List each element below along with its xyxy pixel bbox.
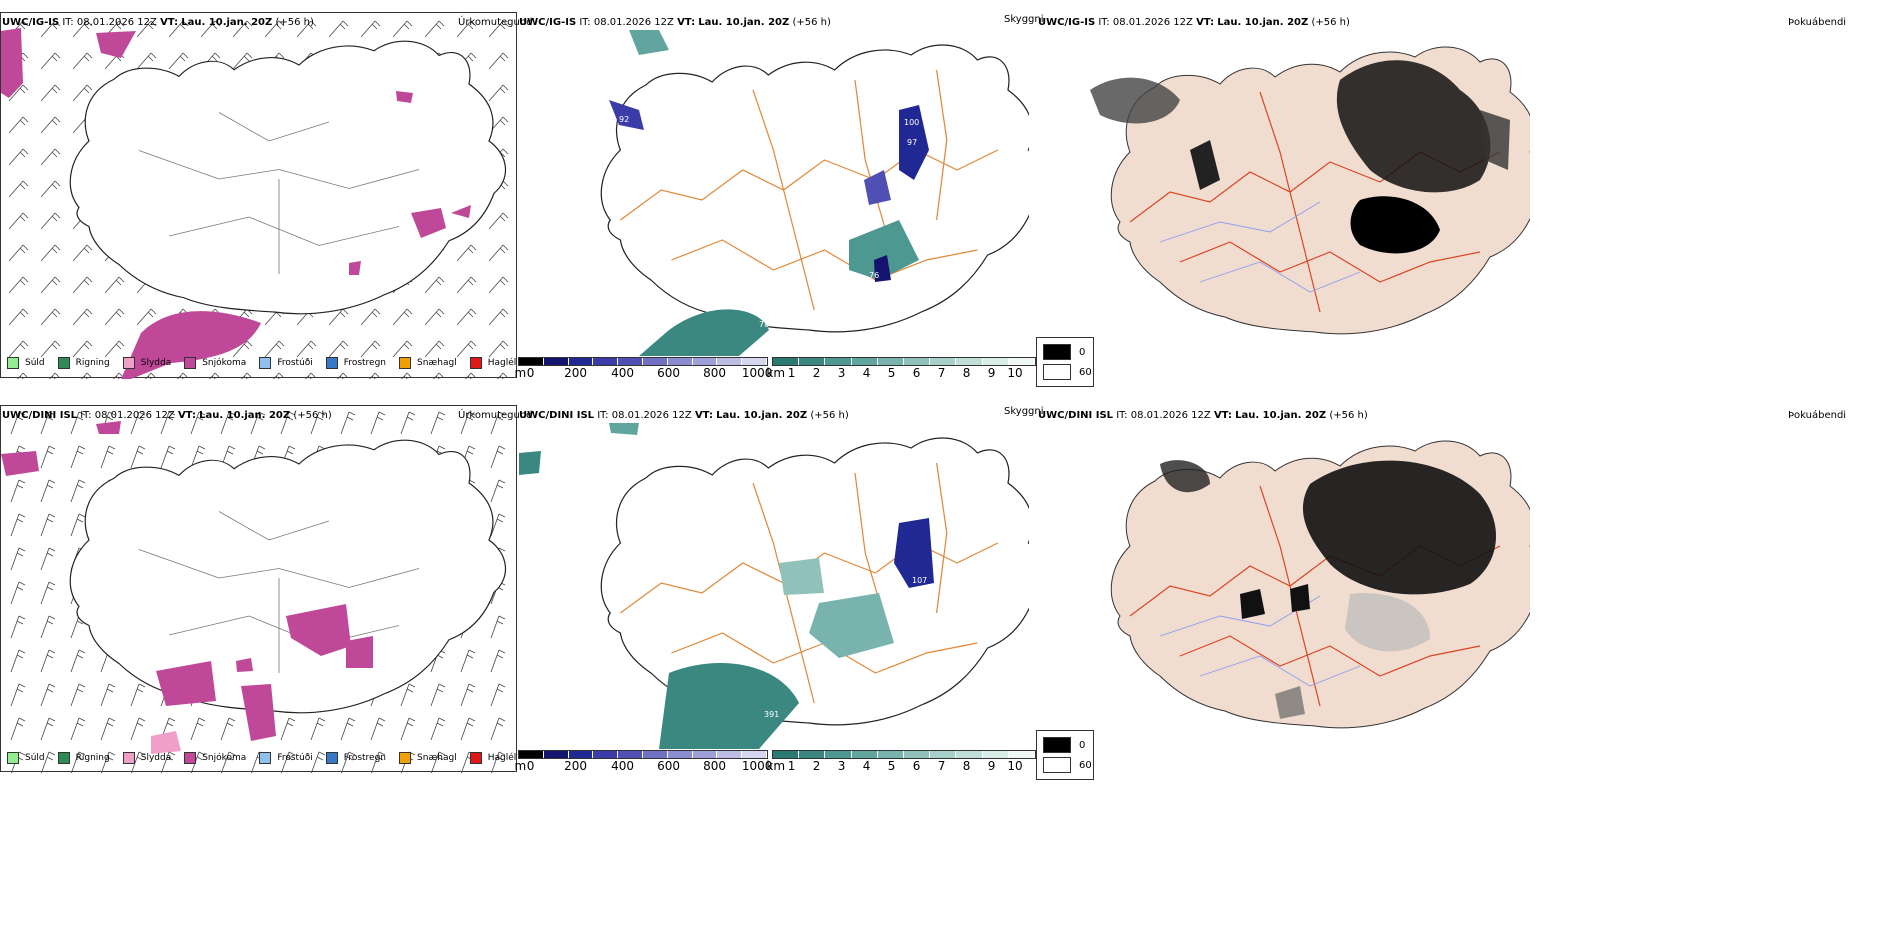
legend-item: Rigning — [57, 752, 110, 764]
tick-label: 5 — [887, 366, 896, 380]
unit-label: km — [766, 759, 786, 773]
tick-label: 6 — [912, 366, 921, 380]
legend-item: Rigning — [57, 357, 110, 369]
header-visibility-top: UWC/IG-IS IT: 08.01.2026 12Z VT: Lau. 10… — [519, 17, 831, 28]
tick-label: 1 — [787, 759, 796, 773]
fog-area — [1302, 460, 1497, 595]
tick-label: 7 — [937, 759, 946, 773]
precip-panel-top: Súld Rigning Slydda Snjókoma Frostúði Fr… — [0, 12, 518, 379]
tick-label: 800 — [703, 366, 727, 380]
fog-map-bottom — [1110, 440, 1530, 729]
legend-item: Frostúði — [259, 357, 313, 369]
unit-label: m — [514, 366, 527, 380]
fog-panel-top — [1060, 30, 1530, 350]
panel-title-precip-bottom: Úrkomutegund — [458, 410, 533, 421]
panel-title-precip-top: Úrkomutegund — [458, 17, 533, 28]
visibility-map-bottom: 107 391 — [519, 423, 1029, 749]
vis-label: 70 — [914, 85, 924, 94]
precip-legend-top: Súld Rigning Slydda Snjókoma Frostúði Fr… — [7, 357, 529, 369]
header-precip-bottom: UWC/DINI ISL IT: 08.01.2026 12Z VT: Lau.… — [2, 410, 332, 421]
visibility-km-colorbar-bottom — [772, 750, 1036, 759]
tick-label: 3 — [837, 366, 846, 380]
precip-map-top — [1, 13, 518, 379]
tick-label: 3 — [837, 759, 846, 773]
panel-title-visibility-top: Skyggni — [1004, 14, 1044, 25]
vis-label: 92 — [619, 115, 629, 124]
header-visibility-bottom: UWC/DINI ISL IT: 08.01.2026 12Z VT: Lau.… — [519, 410, 849, 421]
tick-label: 0 — [526, 759, 535, 773]
legend-item: Súld — [7, 752, 45, 764]
vis-label: 107 — [912, 576, 927, 585]
tick-label: 2 — [812, 366, 821, 380]
unit-label: m — [514, 759, 527, 773]
vis-label: 100 — [904, 118, 919, 127]
unit-label: km — [766, 366, 786, 380]
vis-label: 87 — [924, 223, 934, 232]
tick-label: 7 — [937, 366, 946, 380]
legend-item: Snæhagl — [399, 357, 457, 369]
fog-map-top — [1090, 46, 1530, 335]
precip-map-bottom — [1, 406, 518, 773]
header-fog-top: UWC/IG-IS IT: 08.01.2026 12Z VT: Lau. 10… — [1038, 17, 1350, 28]
tick-label: 5 — [887, 759, 896, 773]
panel-title-visibility-bottom: Skyggni — [1004, 406, 1044, 417]
legend-item: Haglél — [469, 357, 516, 369]
snow-area — [1, 28, 23, 98]
legend-item: Snjókoma — [184, 357, 246, 369]
fog-panel-bottom — [1060, 424, 1530, 744]
fog-legend-bottom: 0 60 — [1036, 730, 1094, 780]
tick-label: 600 — [657, 759, 681, 773]
tick-label: 9 — [987, 759, 996, 773]
fog-area — [1336, 60, 1491, 193]
header-precip-top: UWC/IG-IS IT: 08.01.2026 12Z VT: Lau. 10… — [2, 17, 314, 28]
tick-label: 1000 — [741, 366, 773, 380]
visibility-panel-bottom: 107 391 — [519, 423, 1029, 749]
tick-label: 200 — [564, 759, 588, 773]
legend-item: Snæhagl — [399, 752, 457, 764]
visibility-panel-top: 100 92 97 78 70 76 87 — [519, 30, 1029, 356]
tick-label: 9 — [987, 366, 996, 380]
vis-label: 78 — [759, 320, 769, 329]
tick-label: 10 — [1007, 366, 1023, 380]
tick-label: 1000 — [741, 759, 773, 773]
low-visibility-area — [899, 105, 929, 180]
tick-label: 0 — [526, 366, 535, 380]
precip-panel-bottom: Súld Rigning Slydda Snjókoma Frostúði Fr… — [0, 405, 518, 773]
legend-item: Frostregn — [325, 357, 386, 369]
legend-item: Frostúði — [259, 752, 313, 764]
legend-item: Slydda — [122, 357, 171, 369]
tick-label: 2 — [812, 759, 821, 773]
visibility-m-colorbar-top — [518, 357, 768, 366]
legend-item: Haglél — [469, 752, 516, 764]
fog-legend-top: 0 60 — [1036, 337, 1094, 387]
legend-item: Súld — [7, 357, 45, 369]
tick-label: 400 — [611, 366, 635, 380]
header-fog-bottom: UWC/DINI ISL IT: 08.01.2026 12Z VT: Lau.… — [1038, 410, 1368, 421]
tick-label: 200 — [564, 366, 588, 380]
tick-label: 10 — [1007, 759, 1023, 773]
tick-label: 8 — [962, 759, 971, 773]
vis-label: 76 — [869, 271, 879, 280]
tick-label: 400 — [611, 759, 635, 773]
precip-legend-bottom: Súld Rigning Slydda Snjókoma Frostúði Fr… — [7, 752, 529, 764]
tick-label: 4 — [862, 759, 871, 773]
legend-item: Slydda — [122, 752, 171, 764]
legend-item: Snjókoma — [184, 752, 246, 764]
visibility-m-colorbar-bottom — [518, 750, 768, 759]
panel-title-fog-top: Þokuábendi — [1788, 17, 1847, 28]
legend-item: Frostregn — [325, 752, 386, 764]
visibility-map-top: 100 92 97 78 70 76 87 — [600, 30, 1029, 356]
tick-label: 800 — [703, 759, 727, 773]
vis-label: 391 — [764, 710, 779, 719]
tick-label: 1 — [787, 366, 796, 380]
tick-label: 6 — [912, 759, 921, 773]
visibility-km-colorbar-top — [772, 357, 1036, 366]
tick-label: 4 — [862, 366, 871, 380]
panel-title-fog-bottom: Þokuábendi — [1788, 410, 1847, 421]
vis-label: 97 — [907, 138, 917, 147]
tick-label: 8 — [962, 366, 971, 380]
tick-label: 600 — [657, 366, 681, 380]
